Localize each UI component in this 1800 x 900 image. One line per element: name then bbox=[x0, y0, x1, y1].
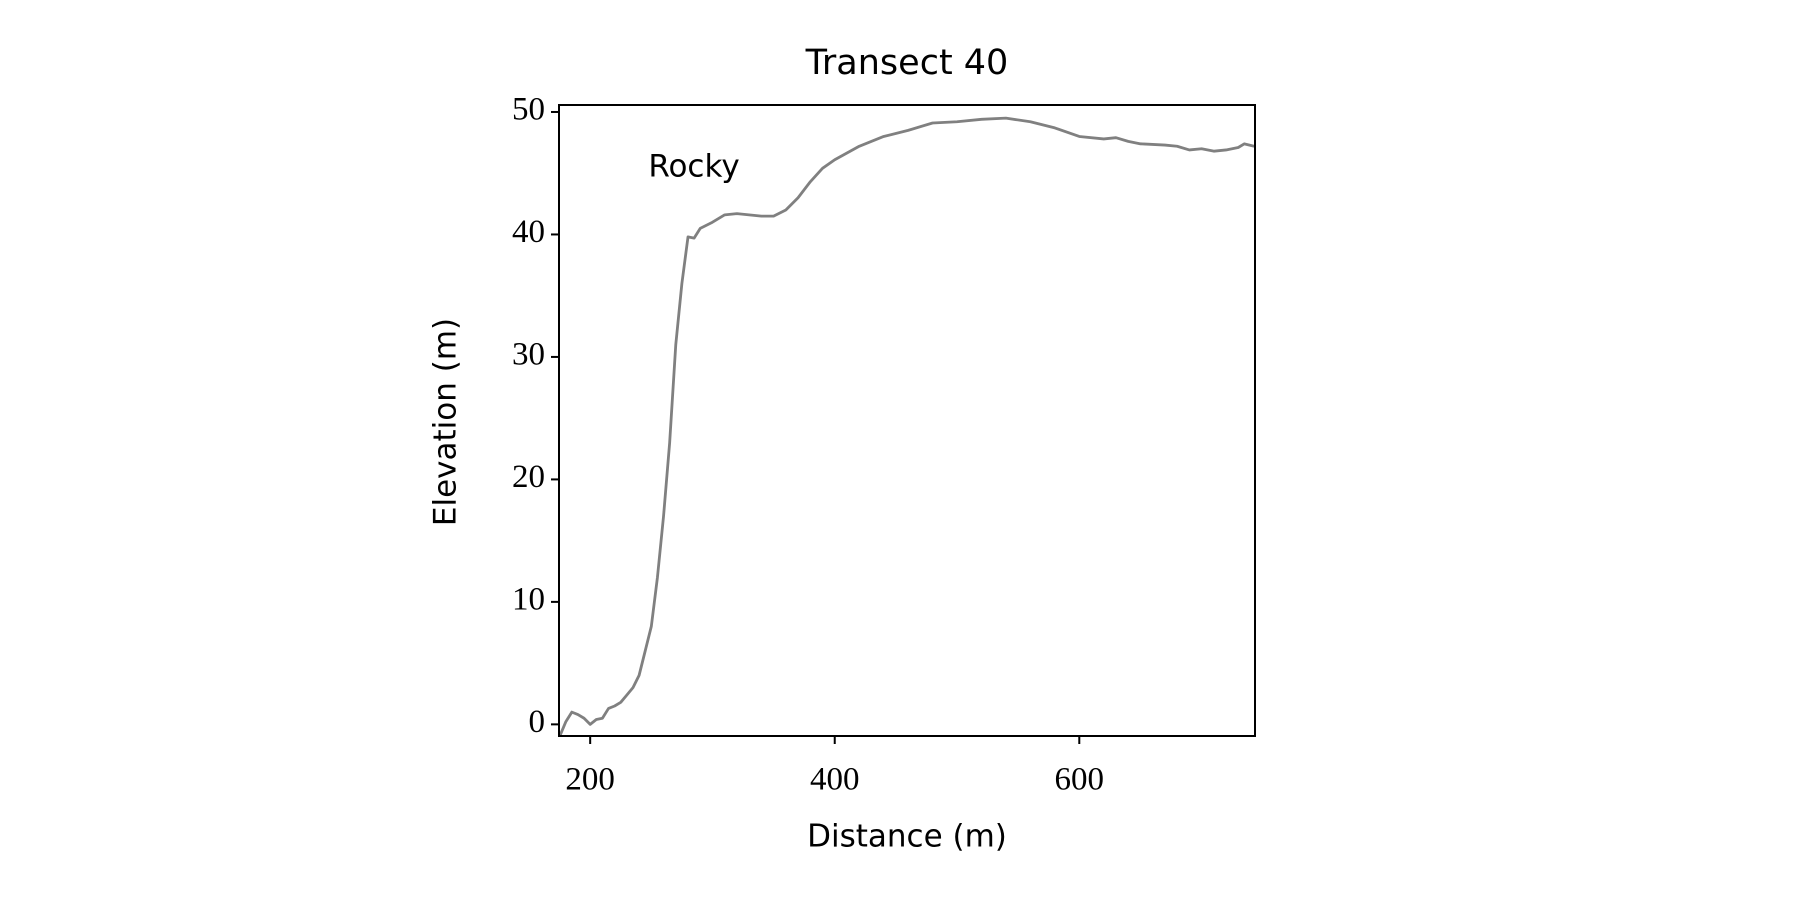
x-tick-label: 200 bbox=[565, 762, 615, 798]
x-tick-label: 400 bbox=[810, 762, 860, 798]
annotation: Rocky bbox=[648, 149, 739, 185]
x-axis-label: Distance (m) bbox=[807, 819, 1007, 855]
x-tick-label: 600 bbox=[1055, 762, 1105, 798]
plot-frame bbox=[558, 104, 1256, 737]
y-tick-label: 50 bbox=[512, 92, 545, 128]
y-tick-label: 30 bbox=[512, 337, 545, 373]
y-axis-label: Elevation (m) bbox=[428, 318, 464, 526]
y-tick-label: 20 bbox=[512, 459, 545, 495]
y-tick-label: 10 bbox=[512, 581, 545, 617]
chart-title: Transect 40 bbox=[805, 43, 1009, 83]
line bbox=[559, 116, 1255, 736]
y-tick-label: 40 bbox=[512, 214, 545, 250]
y-tick-label: 0 bbox=[529, 704, 546, 740]
